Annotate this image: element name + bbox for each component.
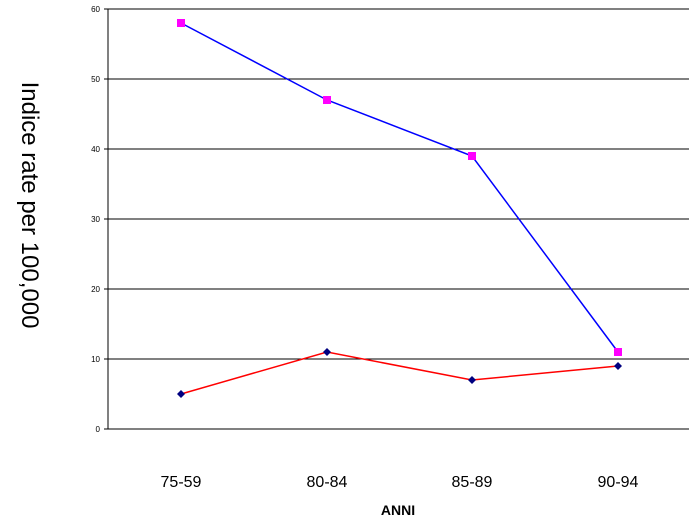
data-point [177, 19, 185, 27]
y-axis-label: Indice rate per 100,000 [16, 82, 43, 329]
data-point [614, 348, 622, 356]
y-tick-label: 60 [91, 5, 100, 14]
data-point [614, 362, 622, 370]
gridlines [108, 8, 689, 360]
y-tick-label: 0 [96, 425, 101, 434]
series-line [180, 351, 619, 395]
x-tick-label: 80-84 [307, 474, 348, 491]
x-tick-labels: 75-59 80-84 85-89 90-94 [161, 474, 639, 491]
y-tick-label: 30 [91, 215, 100, 224]
x-tick-label: 75-59 [161, 474, 202, 491]
x-axis-label: ANNI [381, 502, 415, 518]
series-2 [177, 348, 622, 398]
data-point [177, 390, 185, 398]
data-point [468, 376, 476, 384]
y-tick-label: 40 [91, 145, 100, 154]
series-group [177, 19, 622, 398]
series-line [180, 22, 619, 353]
series-1 [177, 19, 622, 356]
y-tick-labels: 0 10 20 30 40 50 60 [91, 5, 108, 434]
x-tick-label: 90-94 [598, 474, 639, 491]
y-tick-label: 50 [91, 75, 100, 84]
data-point [323, 348, 331, 356]
y-tick-label: 10 [91, 355, 100, 364]
x-tick-label: 85-89 [452, 474, 493, 491]
data-point [323, 96, 331, 104]
data-point [468, 152, 476, 160]
y-tick-label: 20 [91, 285, 100, 294]
